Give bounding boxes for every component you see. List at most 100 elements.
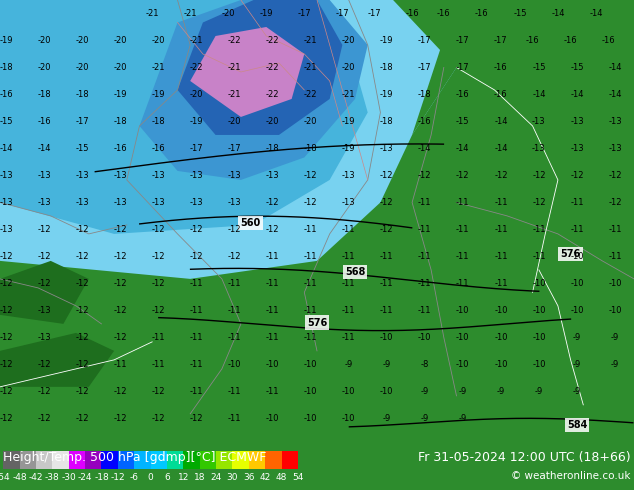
Text: 568: 568 (345, 267, 365, 277)
Text: -15: -15 (513, 9, 527, 18)
Text: -12: -12 (75, 225, 89, 234)
Text: -14: -14 (37, 144, 51, 153)
Polygon shape (0, 333, 114, 387)
Text: -9: -9 (420, 414, 429, 423)
Text: -19: -19 (380, 90, 394, 99)
Text: -13: -13 (228, 198, 242, 207)
Text: -11: -11 (570, 198, 584, 207)
Text: -11: -11 (418, 225, 432, 234)
Text: -12: -12 (152, 306, 165, 315)
Text: 18: 18 (194, 473, 205, 482)
Text: -13: -13 (266, 171, 280, 180)
Bar (249, 451, 265, 469)
Text: -12: -12 (570, 171, 584, 180)
Text: -11: -11 (494, 252, 508, 261)
Text: -12: -12 (0, 279, 13, 288)
Text: -16: -16 (564, 36, 578, 45)
Text: -21: -21 (228, 90, 242, 99)
Text: -21: -21 (183, 9, 197, 18)
Text: -12: -12 (75, 306, 89, 315)
Text: -6: -6 (130, 473, 139, 482)
Text: -18: -18 (75, 90, 89, 99)
Text: -9: -9 (573, 387, 581, 396)
Bar (233, 451, 249, 469)
Polygon shape (0, 261, 89, 324)
Text: -14: -14 (418, 144, 432, 153)
Text: -16: -16 (494, 90, 508, 99)
Text: -18: -18 (304, 144, 318, 153)
Text: -17: -17 (228, 144, 242, 153)
Text: -11: -11 (342, 279, 356, 288)
Text: -9: -9 (458, 387, 467, 396)
Text: -12: -12 (0, 414, 13, 423)
Text: -10: -10 (532, 333, 546, 342)
Text: -11: -11 (228, 414, 242, 423)
Text: -13: -13 (113, 171, 127, 180)
Text: -15: -15 (570, 63, 584, 72)
Text: -12: -12 (152, 252, 165, 261)
Text: -17: -17 (335, 9, 349, 18)
Text: -12: -12 (418, 171, 432, 180)
Bar (101, 451, 118, 469)
Text: -13: -13 (0, 225, 13, 234)
Bar (281, 451, 298, 469)
Text: -12: -12 (304, 198, 318, 207)
Text: -12: -12 (494, 171, 508, 180)
Text: -12: -12 (75, 279, 89, 288)
Text: -12: -12 (152, 225, 165, 234)
Text: 576: 576 (307, 318, 327, 327)
Text: 6: 6 (164, 473, 170, 482)
Text: -20: -20 (75, 63, 89, 72)
Text: -11: -11 (380, 252, 394, 261)
Bar (167, 451, 183, 469)
Text: -20: -20 (228, 117, 242, 126)
Text: -16: -16 (152, 144, 165, 153)
Text: -12: -12 (532, 171, 546, 180)
Text: -13: -13 (37, 333, 51, 342)
Text: -11: -11 (152, 333, 165, 342)
Text: 24: 24 (210, 473, 222, 482)
Bar (265, 451, 281, 469)
Text: -9: -9 (611, 360, 619, 369)
Text: -14: -14 (608, 90, 622, 99)
Text: -9: -9 (496, 387, 505, 396)
Text: -12: -12 (75, 252, 89, 261)
Text: -16: -16 (0, 90, 13, 99)
Text: -11: -11 (304, 333, 318, 342)
Text: -13: -13 (380, 144, 394, 153)
Text: -19: -19 (342, 144, 356, 153)
Text: -16: -16 (37, 117, 51, 126)
Text: -10: -10 (304, 387, 318, 396)
Text: -11: -11 (113, 360, 127, 369)
Text: -10: -10 (304, 360, 318, 369)
Text: -14: -14 (570, 90, 584, 99)
Text: 36: 36 (243, 473, 255, 482)
Text: 30: 30 (227, 473, 238, 482)
Text: -13: -13 (75, 198, 89, 207)
Text: -21: -21 (304, 36, 318, 45)
Text: -12: -12 (113, 414, 127, 423)
Text: 576: 576 (560, 249, 581, 259)
Text: -20: -20 (75, 36, 89, 45)
Text: -19: -19 (342, 117, 356, 126)
Text: -10: -10 (342, 387, 356, 396)
Bar (118, 451, 134, 469)
Text: -11: -11 (608, 252, 622, 261)
Text: -20: -20 (37, 63, 51, 72)
Text: -14: -14 (551, 9, 565, 18)
Text: -12: -12 (190, 225, 204, 234)
Text: -9: -9 (382, 414, 391, 423)
Text: -12: -12 (113, 306, 127, 315)
Text: -12: -12 (266, 198, 280, 207)
Text: -12: -12 (152, 279, 165, 288)
Text: -11: -11 (418, 252, 432, 261)
Text: -15: -15 (75, 144, 89, 153)
Text: -22: -22 (266, 90, 280, 99)
Text: -11: -11 (304, 306, 318, 315)
Text: -10: -10 (494, 333, 508, 342)
Text: -16: -16 (405, 9, 419, 18)
Text: -22: -22 (190, 63, 204, 72)
Text: -8: -8 (420, 360, 429, 369)
Text: -13: -13 (75, 171, 89, 180)
Text: -10: -10 (608, 306, 622, 315)
